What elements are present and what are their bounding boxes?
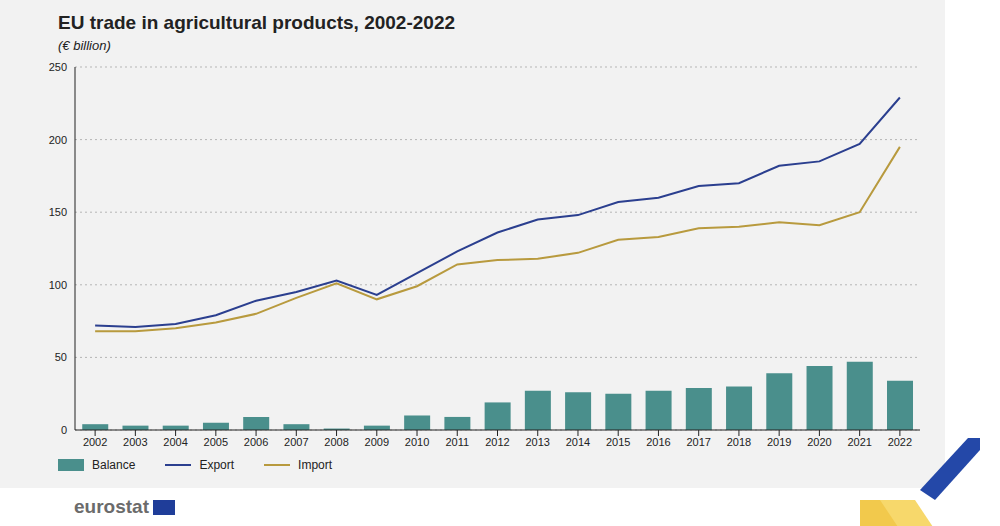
html-text:Export: Export	[199, 458, 235, 472]
svg-text:2007: 2007	[284, 436, 308, 448]
svg-text:2014: 2014	[566, 436, 590, 448]
svg-text:2013: 2013	[525, 436, 549, 448]
svg-text:200: 200	[49, 134, 67, 146]
svg-text:50: 50	[55, 351, 67, 363]
svg-text:2016: 2016	[646, 436, 670, 448]
svg-text:2022: 2022	[888, 436, 912, 448]
svg-text:2003: 2003	[123, 436, 147, 448]
svg-text:100: 100	[49, 279, 67, 291]
svg-text:2021: 2021	[847, 436, 871, 448]
html-text:Balance: Balance	[92, 458, 136, 472]
svg-text:250: 250	[49, 61, 67, 73]
svg-text:2011: 2011	[445, 436, 469, 448]
svg-text:150: 150	[49, 206, 67, 218]
svg-text:2009: 2009	[365, 436, 389, 448]
html-text:EU trade in agricultural produ: EU trade in agricultural products, 2002-…	[58, 12, 455, 33]
html-text:Import: Import	[298, 458, 333, 472]
html-text:(€ billion): (€ billion)	[58, 38, 111, 53]
svg-text:2004: 2004	[163, 436, 187, 448]
svg-text:0: 0	[61, 424, 67, 436]
svg-text:2017: 2017	[686, 436, 710, 448]
svg-text:2012: 2012	[485, 436, 509, 448]
svg-text:2018: 2018	[727, 436, 751, 448]
svg-text:2015: 2015	[606, 436, 630, 448]
svg-text:2005: 2005	[204, 436, 228, 448]
svg-text:2008: 2008	[324, 436, 348, 448]
svg-text:2006: 2006	[244, 436, 268, 448]
svg-text:2002: 2002	[83, 436, 107, 448]
svg-text:2010: 2010	[405, 436, 429, 448]
svg-text:2020: 2020	[807, 436, 831, 448]
html-text:eurostat: eurostat	[74, 496, 149, 517]
svg-text:2019: 2019	[767, 436, 791, 448]
